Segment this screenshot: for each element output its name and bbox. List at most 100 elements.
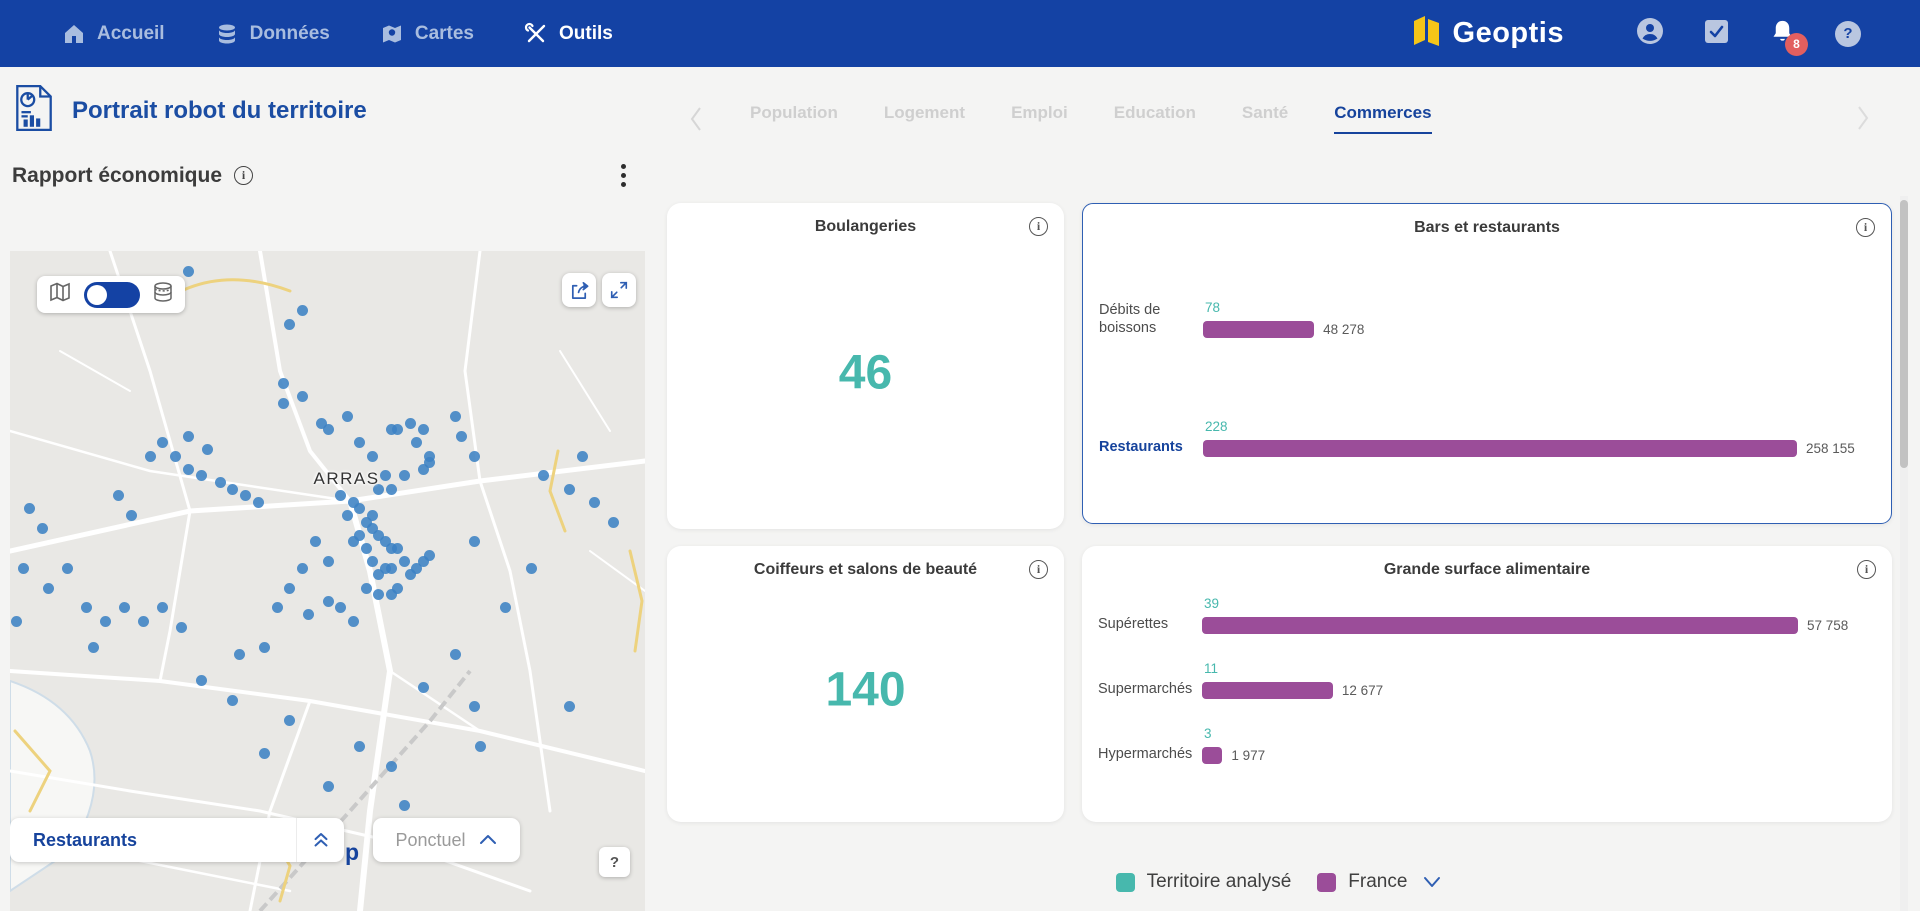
map-point-marker[interactable] <box>386 589 397 601</box>
map-point-marker[interactable] <box>284 318 296 330</box>
report-menu-kebab-icon[interactable] <box>617 160 630 191</box>
map-point-marker[interactable] <box>297 305 309 317</box>
card-coiffeurs[interactable]: Coiffeurs et salons de beauté 140 <box>667 546 1064 822</box>
double-chevron-up-icon[interactable] <box>296 818 344 862</box>
map-point-marker[interactable] <box>112 490 124 502</box>
map-help-button[interactable]: ? <box>599 847 630 877</box>
map-point-marker[interactable] <box>392 582 404 594</box>
map-view-icon[interactable] <box>47 280 73 309</box>
notifications-button[interactable]: 8 <box>1768 20 1808 56</box>
account-button[interactable] <box>1636 18 1664 48</box>
map-point-marker[interactable] <box>36 523 48 535</box>
map-point-marker[interactable] <box>405 569 417 581</box>
map-point-marker[interactable] <box>379 536 391 548</box>
map-point-marker[interactable] <box>563 701 575 713</box>
map-point-marker[interactable] <box>182 430 194 442</box>
scrollbar-thumb[interactable] <box>1900 200 1908 468</box>
map-point-marker[interactable] <box>182 265 194 277</box>
map-point-marker[interactable] <box>386 760 397 772</box>
data-layer-icon[interactable] <box>151 280 175 309</box>
tabs-prev-chevron-icon[interactable] <box>688 106 704 132</box>
map-point-marker[interactable] <box>227 483 239 495</box>
map-point-marker[interactable] <box>119 602 131 614</box>
nav-item-cartes[interactable]: Cartes <box>380 22 474 46</box>
map-point-marker[interactable] <box>379 470 391 482</box>
map-point-marker[interactable] <box>417 556 429 568</box>
map-point-marker[interactable] <box>417 424 429 436</box>
map-point-marker[interactable] <box>62 562 74 574</box>
help-button-nav[interactable] <box>1834 20 1862 48</box>
map-point-marker[interactable] <box>411 562 423 574</box>
map-point-marker[interactable] <box>468 536 480 548</box>
map-point-marker[interactable] <box>271 602 283 614</box>
map-point-marker[interactable] <box>239 490 251 502</box>
map-point-marker[interactable] <box>347 615 359 627</box>
map-point-marker[interactable] <box>354 741 366 752</box>
map-point-marker[interactable] <box>417 681 429 693</box>
map-point-marker[interactable] <box>322 424 334 436</box>
map-point-marker[interactable] <box>297 391 309 403</box>
map-point-marker[interactable] <box>138 615 150 627</box>
map-point-marker[interactable] <box>347 536 359 548</box>
map-point-marker[interactable] <box>195 470 207 482</box>
map-point-marker[interactable] <box>525 562 537 574</box>
map-point-marker[interactable] <box>386 424 397 436</box>
map-point-marker[interactable] <box>322 556 334 568</box>
map-point-marker[interactable] <box>125 510 137 521</box>
map-point-marker[interactable] <box>81 602 93 614</box>
map-point-marker[interactable] <box>411 437 423 449</box>
nav-item-accueil[interactable]: Accueil <box>62 22 165 46</box>
map-point-marker[interactable] <box>360 516 372 528</box>
map-point-marker[interactable] <box>252 496 264 508</box>
map-point-marker[interactable] <box>360 543 372 554</box>
map-point-marker[interactable] <box>17 562 29 574</box>
map-export-button[interactable] <box>562 273 596 307</box>
tabs-next-chevron-icon[interactable] <box>1855 105 1871 131</box>
map-point-marker[interactable] <box>563 483 575 495</box>
tab-commerces[interactable]: Commerces <box>1334 103 1432 134</box>
map-point-marker[interactable] <box>303 609 315 620</box>
map-point-marker[interactable] <box>322 780 334 792</box>
nav-item-outils[interactable]: Outils <box>524 22 613 46</box>
map-point-marker[interactable] <box>392 424 404 436</box>
map-point-marker[interactable] <box>278 397 290 409</box>
map-point-marker[interactable] <box>424 549 436 561</box>
map-point-marker[interactable] <box>386 562 397 574</box>
map-point-marker[interactable] <box>214 477 226 488</box>
card-info-icon[interactable] <box>1856 218 1875 237</box>
map-point-marker[interactable] <box>386 543 397 554</box>
card-boulangeries[interactable]: Boulangeries 46 <box>667 203 1064 529</box>
card-grande-surface-alimentaire[interactable]: Grande surface alimentaire Supérettes 39 5… <box>1082 546 1892 822</box>
map-point-marker[interactable] <box>379 562 391 574</box>
map-point-marker[interactable] <box>366 556 378 568</box>
map-point-marker[interactable] <box>182 463 194 475</box>
map-point-marker[interactable] <box>309 536 321 548</box>
map-point-marker[interactable] <box>424 457 436 469</box>
card-info-icon[interactable] <box>1029 560 1048 579</box>
layer-selector[interactable]: Restaurants <box>10 818 344 862</box>
map-point-marker[interactable] <box>373 529 385 541</box>
map-point-marker[interactable] <box>386 483 397 495</box>
map-point-marker[interactable] <box>538 470 550 482</box>
display-style-selector[interactable]: Ponctuel <box>373 818 520 862</box>
map-point-marker[interactable] <box>576 450 588 462</box>
map-point-marker[interactable] <box>335 490 347 502</box>
map-point-marker[interactable] <box>366 510 378 521</box>
map-point-marker[interactable] <box>316 417 328 429</box>
map-point-marker[interactable] <box>366 523 378 535</box>
map-point-marker[interactable] <box>417 463 429 475</box>
chevron-down-icon[interactable] <box>1421 874 1443 890</box>
brand-logo[interactable]: Geoptis <box>1411 14 1564 54</box>
map-point-marker[interactable] <box>360 582 372 594</box>
map-point-marker[interactable] <box>373 589 385 601</box>
tab-education[interactable]: Education <box>1113 103 1196 122</box>
map-point-marker[interactable] <box>284 714 296 726</box>
map-point-marker[interactable] <box>233 648 245 660</box>
map-point-marker[interactable] <box>201 444 213 455</box>
map-point-marker[interactable] <box>43 582 55 594</box>
map-point-marker[interactable] <box>100 615 112 627</box>
map-point-marker[interactable] <box>392 543 404 554</box>
nav-item-donnees[interactable]: Données <box>215 22 330 46</box>
map-point-marker[interactable] <box>366 450 378 462</box>
map-point-marker[interactable] <box>424 450 436 462</box>
